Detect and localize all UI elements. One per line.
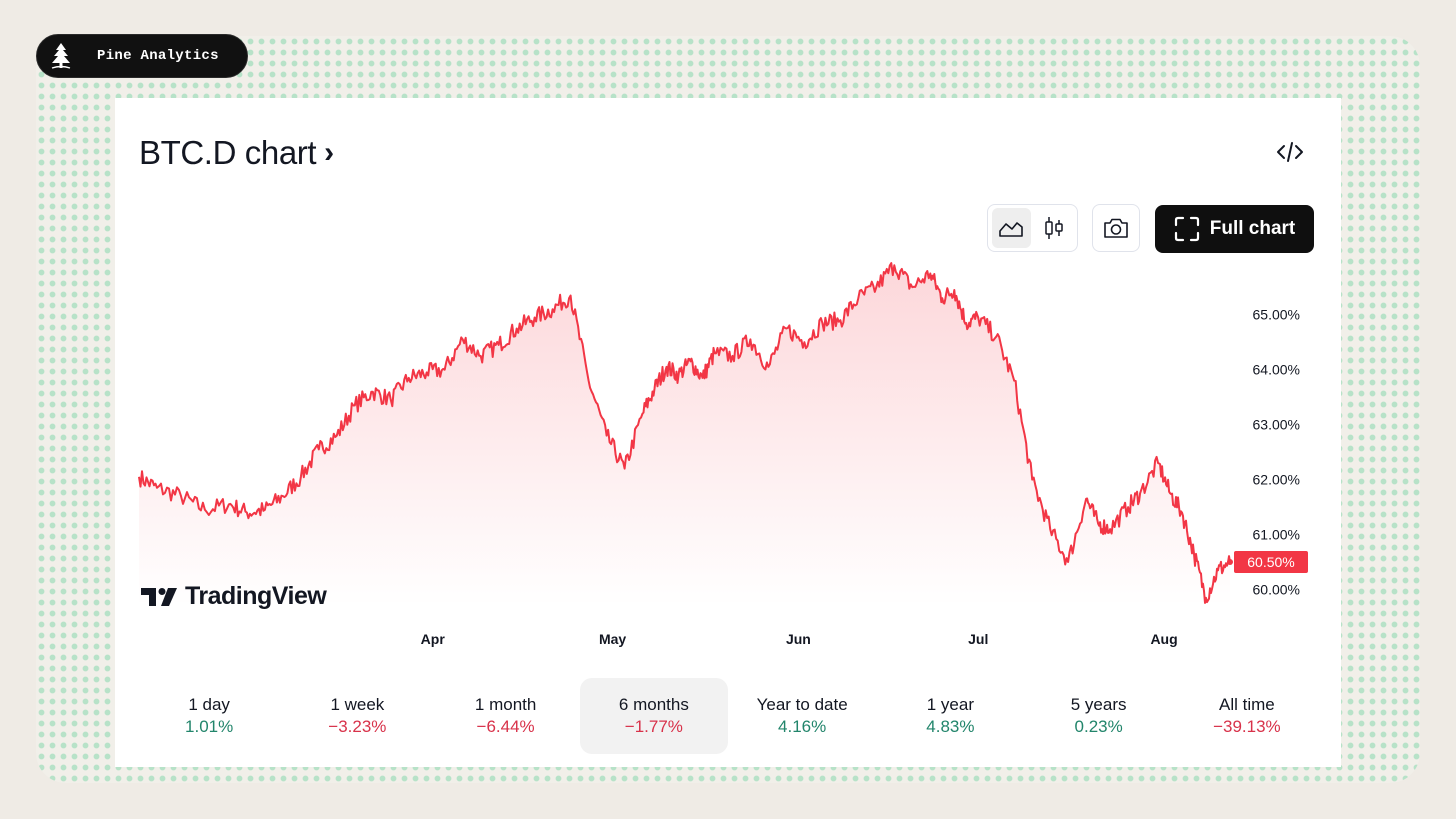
x-tick-label: Jul xyxy=(968,631,988,647)
period-change: −1.77% xyxy=(624,717,683,736)
y-tick-label: 60.00% xyxy=(1253,582,1300,598)
period-label: 1 week xyxy=(330,695,385,714)
period-1-year[interactable]: 1 year 4.83% xyxy=(876,678,1024,754)
area-chart-icon xyxy=(999,222,1024,237)
tradingview-icon xyxy=(141,587,177,606)
last-point-marker xyxy=(1227,559,1233,566)
period-label: 1 year xyxy=(926,695,974,714)
period-selector: 1 day 1.01% 1 week −3.23% 1 month −6.44% 6 mon… xyxy=(135,678,1321,754)
period-6-months[interactable]: 6 months −1.77% xyxy=(579,678,728,754)
last-price-badge xyxy=(1234,551,1308,574)
candlestick-icon xyxy=(1045,217,1063,239)
period-change: 4.83% xyxy=(926,717,975,736)
full-chart-label: Full chart xyxy=(1209,218,1296,239)
x-tick-label: Jun xyxy=(786,631,811,647)
period-all-time[interactable]: All time −39.13% xyxy=(1173,678,1321,754)
y-tick-label: 61.00% xyxy=(1253,527,1300,543)
y-tick-label: 62.00% xyxy=(1253,472,1300,488)
snapshot-button[interactable] xyxy=(1092,204,1140,252)
period-1-week[interactable]: 1 week −3.23% xyxy=(283,678,431,754)
chevron-right-icon: › xyxy=(324,136,334,169)
camera-icon xyxy=(1104,218,1128,238)
tradingview-wordmark: TradingView xyxy=(185,582,327,610)
period-change: −39.13% xyxy=(1213,717,1281,736)
period-label: Year to date xyxy=(756,695,848,714)
period-1-month[interactable]: 1 month −6.44% xyxy=(432,678,580,754)
period-change: −3.23% xyxy=(328,717,387,736)
area-style-button[interactable] xyxy=(992,208,1031,248)
chart-title-link[interactable]: BTC.D chart › xyxy=(139,134,334,172)
period-label: 5 years xyxy=(1070,695,1127,714)
price-area-fill xyxy=(139,263,1230,606)
period-change: −6.44% xyxy=(476,717,535,736)
period-year-to-date[interactable]: Year to date 4.16% xyxy=(728,678,876,754)
price-chart[interactable]: 65.00% 64.00% 63.00% 62.00% 61.00% 60.00% Apr… xyxy=(115,98,1341,658)
code-icon xyxy=(1277,142,1303,162)
period-label: 1 month xyxy=(474,695,537,714)
last-price-label: 60.50% xyxy=(1247,554,1294,570)
brand-name: Pine Analytics xyxy=(97,48,219,64)
period-5-years[interactable]: 5 years 0.23% xyxy=(1025,678,1173,754)
y-tick-label: 64.00% xyxy=(1253,362,1300,378)
period-change: 4.16% xyxy=(778,717,827,736)
tradingview-logo: TradingView xyxy=(141,582,327,611)
period-change: 0.23% xyxy=(1074,717,1123,736)
brand-badge: Pine Analytics xyxy=(36,34,248,78)
period-label: 1 day xyxy=(188,695,230,714)
x-tick-label: May xyxy=(599,631,626,647)
chart-card: BTC.D chart › xyxy=(115,98,1341,767)
price-line xyxy=(138,262,1231,604)
pine-tree-icon xyxy=(51,43,71,69)
x-tick-label: Aug xyxy=(1150,631,1177,647)
x-tick-label: Apr xyxy=(421,631,446,647)
period-label: All time xyxy=(1219,695,1275,714)
full-chart-button[interactable]: Full chart xyxy=(1155,205,1314,253)
fullscreen-icon xyxy=(1174,216,1199,242)
period-change: 1.01% xyxy=(185,717,234,736)
y-tick-label: 65.00% xyxy=(1253,307,1300,323)
period-label: 6 months xyxy=(618,695,689,714)
chart-style-toggle xyxy=(987,204,1078,252)
period-1-day[interactable]: 1 day 1.01% xyxy=(135,678,283,754)
page-title: BTC.D chart xyxy=(139,134,317,171)
candles-style-button[interactable] xyxy=(1035,208,1074,248)
y-tick-label: 63.00% xyxy=(1253,417,1300,433)
embed-code-button[interactable] xyxy=(1275,138,1305,166)
